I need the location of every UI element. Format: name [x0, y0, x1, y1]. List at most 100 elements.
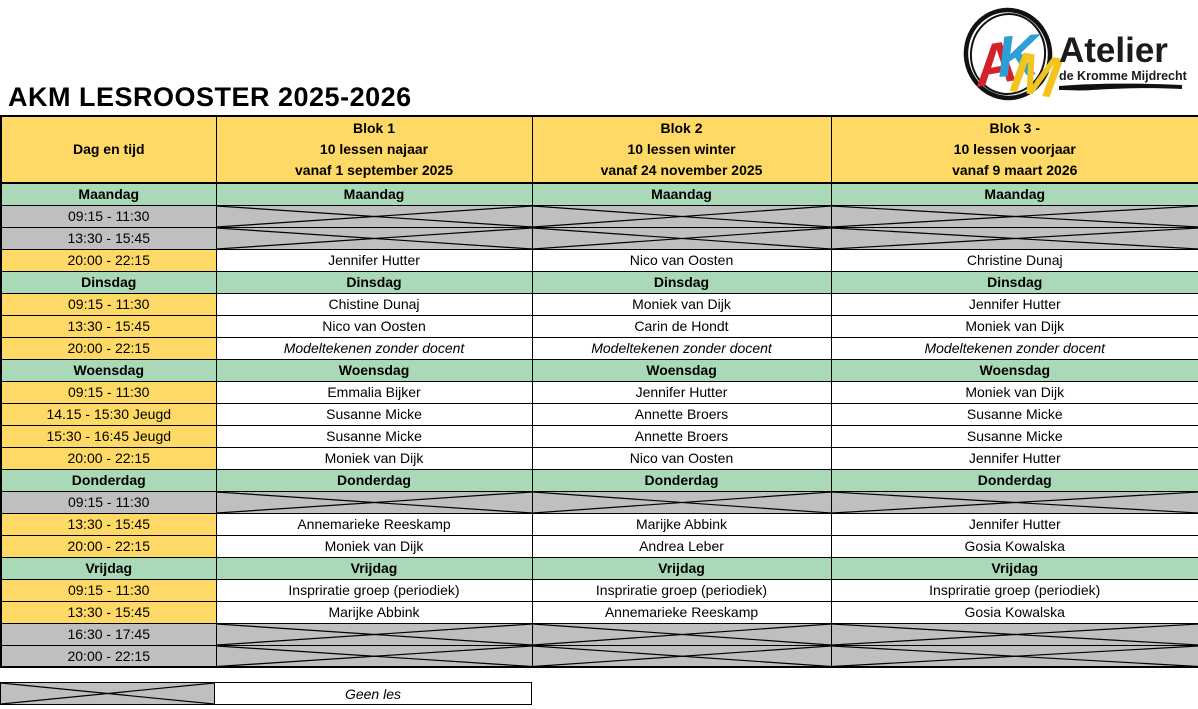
- header-blok-1: Blok 1 10 lessen najaar vanaf 1 septembe…: [215, 115, 533, 184]
- day-cell: Vrijdag: [215, 556, 533, 580]
- teacher-cell: Marijke Abbink: [531, 512, 832, 536]
- time-cell: 13:30 - 15:45: [0, 600, 217, 624]
- time-cell: 20:00 - 22:15: [0, 336, 217, 360]
- teacher-cell: Inspriratie groep (periodiek): [215, 578, 533, 602]
- day-cell: Maandag: [830, 182, 1198, 206]
- time-row: 13:30 - 15:45 Annemarieke Reeskamp Marijke…: [0, 512, 1198, 536]
- crossed-out-icon: [217, 492, 532, 513]
- day-cell: Donderdag: [215, 468, 533, 492]
- closed-cell: [830, 644, 1198, 668]
- closed-cell: [531, 644, 832, 668]
- closed-cell: [531, 204, 832, 228]
- teacher-cell: Moniek van Dijk: [215, 446, 533, 470]
- crossed-out-icon: [832, 492, 1198, 513]
- closed-cell: [531, 226, 832, 250]
- crossed-out-icon: [533, 624, 831, 645]
- teacher-cell: Susanne Micke: [830, 424, 1198, 448]
- legend-closed-swatch: [0, 682, 215, 705]
- crossed-out-icon: [832, 646, 1198, 667]
- teacher-cell: Susanne Micke: [215, 424, 533, 448]
- teacher-cell: Moniek van Dijk: [830, 314, 1198, 338]
- time-cell: 13:30 - 15:45: [0, 512, 217, 536]
- teacher-cell: Annemarieke Reeskamp: [531, 600, 832, 624]
- time-cell: 14.15 - 15:30 Jeugd: [0, 402, 217, 426]
- teacher-cell: Annemarieke Reeskamp: [215, 512, 533, 536]
- time-cell: 16:30 - 17:45: [0, 622, 217, 646]
- crossed-out-icon: [832, 228, 1198, 249]
- time-cell: 09:15 - 11:30: [0, 292, 217, 316]
- teacher-cell: Christine Dunaj: [830, 248, 1198, 272]
- time-row: 09:15 - 11:30 Emmalia Bijker Jennifer Hutt…: [0, 380, 1198, 404]
- teacher-cell: Jennifer Hutter: [531, 380, 832, 404]
- crossed-out-icon: [832, 624, 1198, 645]
- crossed-out-icon: [217, 206, 532, 227]
- closed-cell: [215, 490, 533, 514]
- logo-letter-m: M: [1006, 39, 1066, 106]
- time-cell: 09:15 - 11:30: [0, 380, 217, 404]
- header-blok-2: Blok 2 10 lessen winter vanaf 24 novembe…: [531, 115, 832, 184]
- table-header: Dag en tijd Blok 1 10 lessen najaar vanaf…: [0, 115, 1198, 184]
- teacher-cell: Modeltekenen zonder docent: [215, 336, 533, 360]
- legend: Geen les: [0, 682, 532, 705]
- day-header-row: Donderdag Donderdag Donderdag Donderdag: [0, 468, 1198, 492]
- crossed-out-icon: [533, 646, 831, 667]
- teacher-cell: Inspriratie groep (periodiek): [830, 578, 1198, 602]
- teacher-cell: Carin de Hondt: [531, 314, 832, 338]
- day-cell: Donderdag: [0, 468, 217, 492]
- time-cell: 09:15 - 11:30: [0, 578, 217, 602]
- teacher-cell: Jennifer Hutter: [830, 512, 1198, 536]
- day-cell: Vrijdag: [830, 556, 1198, 580]
- teacher-cell: Nico van Oosten: [215, 314, 533, 338]
- logo-subtitle: de Kromme Mijdrecht: [1059, 69, 1188, 83]
- crossed-out-icon: [1, 683, 214, 704]
- time-row: 20:00 - 22:15 Modeltekenen zonder docent M…: [0, 336, 1198, 360]
- time-cell: 09:15 - 11:30: [0, 204, 217, 228]
- time-row: 13:30 - 15:45: [0, 226, 1198, 250]
- teacher-cell: Annette Broers: [531, 424, 832, 448]
- page-title: AKM LESROOSTER 2025-2026: [8, 82, 412, 112]
- time-cell: 13:30 - 15:45: [0, 226, 217, 250]
- day-cell: Dinsdag: [531, 270, 832, 294]
- teacher-cell: Modeltekenen zonder docent: [830, 336, 1198, 360]
- teacher-cell: Inspriratie groep (periodiek): [531, 578, 832, 602]
- day-cell: Vrijdag: [531, 556, 832, 580]
- day-cell: Dinsdag: [830, 270, 1198, 294]
- time-row: 20:00 - 22:15 Moniek van Dijk Andrea Leber…: [0, 534, 1198, 558]
- closed-cell: [830, 204, 1198, 228]
- closed-cell: [215, 644, 533, 668]
- teacher-cell: Moniek van Dijk: [531, 292, 832, 316]
- header-blok-3: Blok 3 - 10 lessen voorjaar vanaf 9 maar…: [830, 115, 1198, 184]
- teacher-cell: Jennifer Hutter: [215, 248, 533, 272]
- teacher-cell: Moniek van Dijk: [830, 380, 1198, 404]
- time-row: 09:15 - 11:30: [0, 490, 1198, 514]
- time-cell: 13:30 - 15:45: [0, 314, 217, 338]
- logo-brush-underline: [1059, 83, 1182, 91]
- time-row: 13:30 - 15:45 Nico van Oosten Carin de Hon…: [0, 314, 1198, 338]
- teacher-cell: Andrea Leber: [531, 534, 832, 558]
- day-cell: Dinsdag: [215, 270, 533, 294]
- teacher-cell: Chistine Dunaj: [215, 292, 533, 316]
- akm-monogram-icon: A K M: [963, 7, 1066, 106]
- day-cell: Donderdag: [830, 468, 1198, 492]
- crossed-out-icon: [533, 492, 831, 513]
- crossed-out-icon: [832, 206, 1198, 227]
- day-cell: Vrijdag: [0, 556, 217, 580]
- day-cell: Woensdag: [531, 358, 832, 382]
- closed-cell: [215, 204, 533, 228]
- day-header-row: Vrijdag Vrijdag Vrijdag Vrijdag: [0, 556, 1198, 580]
- time-row: 13:30 - 15:45 Marijke Abbink Annemarieke R…: [0, 600, 1198, 624]
- time-cell: 09:15 - 11:30: [0, 490, 217, 514]
- closed-cell: [830, 622, 1198, 646]
- day-cell: Donderdag: [531, 468, 832, 492]
- crossed-out-icon: [217, 624, 532, 645]
- time-row: 20:00 - 22:15: [0, 644, 1198, 668]
- lesrooster-table: Dag en tijd Blok 1 10 lessen najaar vanaf…: [0, 115, 1198, 668]
- time-cell: 20:00 - 22:15: [0, 248, 217, 272]
- day-cell: Woensdag: [215, 358, 533, 382]
- day-cell: Woensdag: [830, 358, 1198, 382]
- day-cell: Dinsdag: [0, 270, 217, 294]
- closed-cell: [531, 490, 832, 514]
- logo-name: Atelier: [1059, 31, 1168, 70]
- teacher-cell: Susanne Micke: [215, 402, 533, 426]
- time-row: 20:00 - 22:15 Moniek van Dijk Nico van Oos…: [0, 446, 1198, 470]
